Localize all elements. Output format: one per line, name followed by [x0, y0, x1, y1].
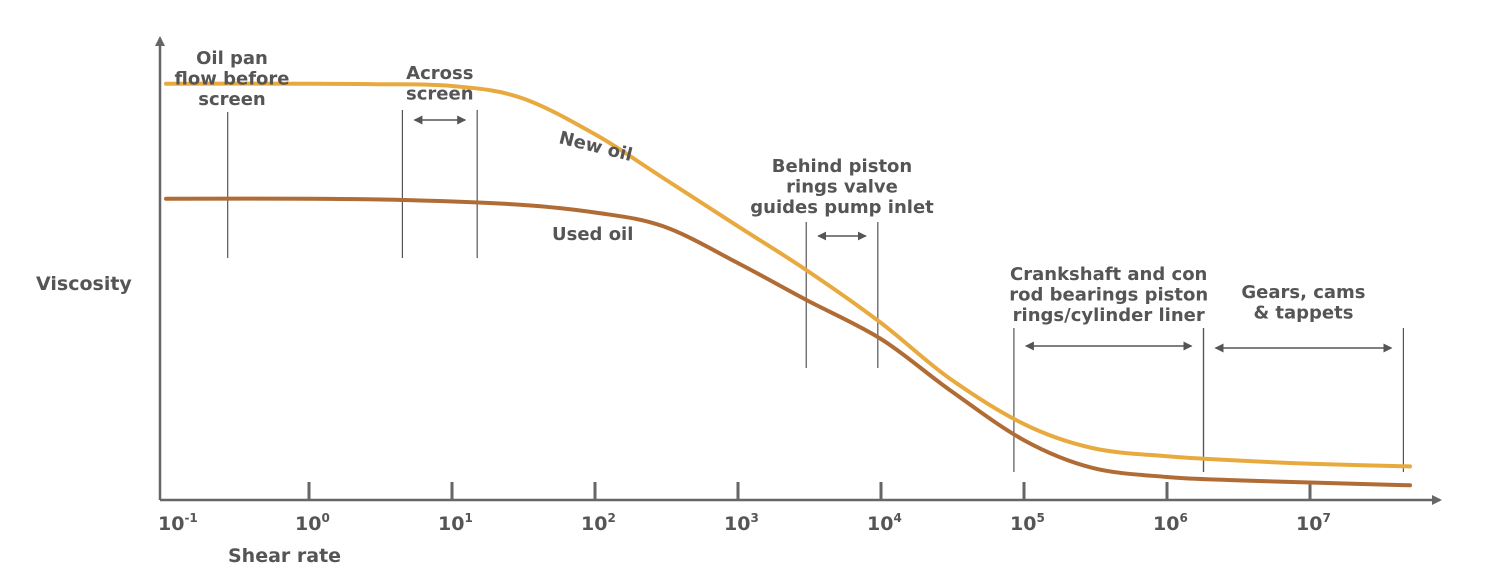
x-tick-label: 103: [724, 511, 759, 535]
region-markers: [227, 110, 1405, 472]
x-tick-label: 101: [438, 511, 473, 535]
x-tick-label: 10-1: [158, 511, 198, 535]
used-oil-line: [164, 196, 1412, 488]
crankshaft-label: Crankshaft and con rod bearings piston rin…: [1009, 264, 1208, 326]
x-tick-label: 106: [1153, 511, 1188, 535]
x-tick-label: 100: [295, 511, 330, 535]
new-oil-line: [164, 81, 1412, 469]
x-tick-label: 105: [1010, 511, 1045, 535]
curves: [164, 81, 1412, 488]
oil-pan-label: Oil pan flow before screen: [175, 48, 290, 110]
gears-label: Gears, cams & tappets: [1241, 282, 1365, 324]
x-ticks: 10-1 100 101 102 103 104 105 106 107: [158, 482, 1331, 535]
x-tick-label: 104: [867, 511, 902, 535]
behind-piston-label: Behind piston rings valve guides pump inle…: [750, 156, 934, 218]
y-axis-title: Viscosity: [36, 273, 132, 295]
used-oil-label: Used oil: [552, 224, 633, 245]
region-labels: Oil pan flow before screen Across screen Behi…: [175, 48, 1366, 326]
across-screen-label: Across screen: [406, 63, 474, 105]
x-tick-label: 107: [1296, 511, 1331, 535]
x-tick-label: 102: [581, 511, 616, 535]
x-axis-title: Shear rate: [228, 545, 341, 567]
